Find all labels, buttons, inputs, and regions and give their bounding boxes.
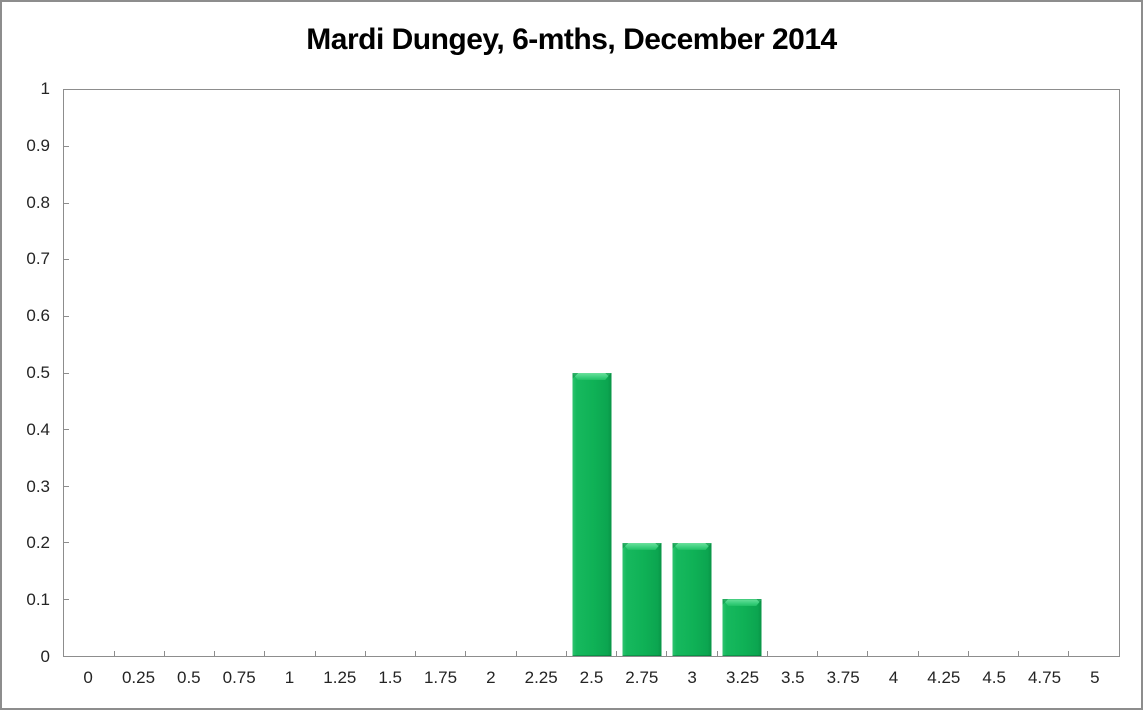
x-axis-tick [113,651,115,656]
x-axis-tick-label: 1.25 [323,668,357,687]
y-axis-tick [64,202,69,204]
x-axis-tick [465,651,467,656]
x-axis-tick [967,651,969,656]
x-axis-tick [565,651,567,656]
y-axis-tick-label: 0.1 [26,590,50,610]
x-axis-tick-label: 0.25 [121,668,156,687]
plot-area [63,89,1120,657]
y-axis-tick [64,485,69,487]
y-axis-tick-label: 0 [40,647,50,666]
y-axis-tick-label: 0.4 [26,419,50,439]
y-axis-tick [64,372,69,374]
bar-3.25 [722,599,762,656]
x-axis-tick [364,651,366,656]
bar-2.5 [572,373,611,656]
y-axis-tick-label: 0.5 [26,363,50,382]
chart-title: Mardi Dungey, 6-mths, December 2014 [306,23,837,56]
x-axis-tick-label: 2 [486,668,496,687]
y-axis-tick [64,259,69,261]
x-axis-labels: 0 0.25 0.5 0.75 1 1.25 1.5 1.75 2 2.25 2.5 2.75 3 3.2… [63,662,1120,696]
y-axis-tick [64,146,69,148]
x-axis-tick [264,651,266,656]
y-axis-tick [64,542,69,544]
x-axis-tick [515,651,517,656]
y-axis-tick [64,315,69,317]
x-axis-tick-label: 4.5 [982,668,1006,687]
x-axis-tick-label: 4.25 [927,668,961,687]
x-axis-tick [867,651,869,656]
y-axis-tick-label: 0.8 [26,192,50,212]
x-axis-tick [415,651,417,656]
x-axis-tick-label: 4 [888,668,899,687]
y-axis-tick-label: 1 [40,79,50,98]
x-axis-tick [716,651,718,656]
x-axis-tick-label: 5 [1090,668,1100,687]
x-axis-tick-label: 1.5 [378,668,402,687]
y-axis-tick-label: 0.3 [26,476,50,496]
x-axis-tick [1068,651,1070,656]
x-axis-tick [314,651,316,656]
y-axis-labels: 0 0.1 0.2 0.3 0.4 0.5 0.6 0.7 0.8 0.9 1 [2,79,50,666]
x-axis-tick [917,651,919,656]
y-axis-tick-label: 0.9 [26,135,50,155]
y-axis-tick-label: 0.6 [26,306,50,326]
x-axis-tick [616,651,618,656]
x-axis-tick-label: 0.5 [177,668,201,687]
x-axis-tick [666,651,668,656]
x-axis-tick-label: 3.5 [781,668,805,687]
bar-3 [672,542,712,656]
x-axis-tick-label: 0 [83,668,93,687]
x-axis-tick-label: 2.75 [625,668,659,687]
x-axis-tick [214,651,216,656]
y-axis-tick-label: 0.7 [26,249,50,269]
x-axis-tick-label: 2.5 [579,668,604,687]
y-axis-tick [64,598,69,600]
x-axis-tick [1018,651,1020,656]
x-axis-tick-label: 2.25 [524,668,558,687]
x-axis-tick-label: 1.75 [423,668,458,687]
x-axis-tick-label: 0.75 [222,668,256,687]
y-axis-tick [64,429,69,431]
x-axis-tick-label: 1 [284,668,295,687]
x-axis-tick-label: 4.75 [1027,668,1062,687]
x-axis-tick-label: 3.75 [826,668,860,687]
x-axis-tick [163,651,165,656]
x-axis-tick [817,651,819,656]
y-axis-tick-label: 0.2 [26,533,50,553]
x-axis-tick-label: 3 [687,668,697,687]
x-axis-tick [766,651,768,656]
bar-2.75 [622,542,662,656]
x-axis-tick-label: 3.25 [725,668,760,687]
